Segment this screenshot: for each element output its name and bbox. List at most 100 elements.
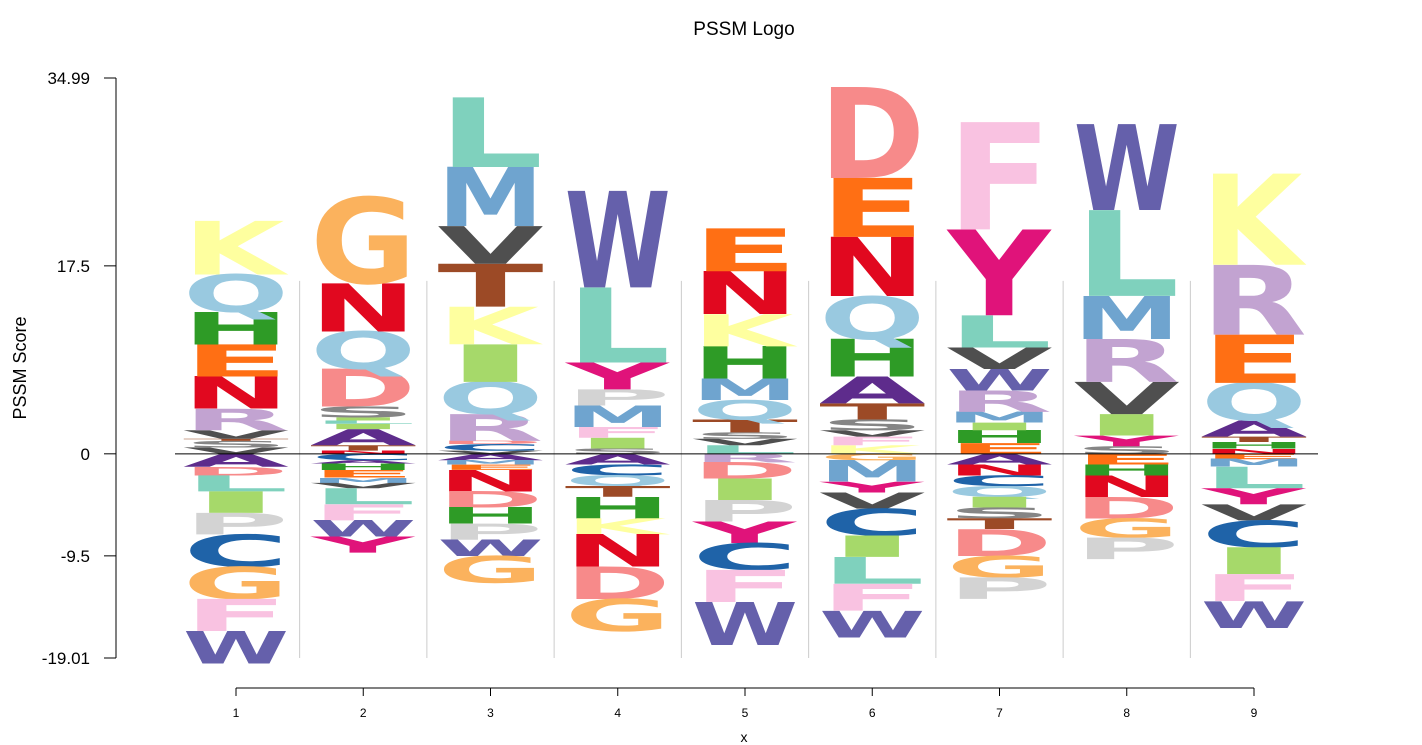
residue-m-mark: M bbox=[565, 400, 671, 434]
residue-h-mark: H bbox=[438, 503, 544, 528]
residue-e-mark: E bbox=[310, 468, 416, 480]
residue-f-mark: F bbox=[565, 424, 671, 441]
residue-y-mark: Y bbox=[692, 516, 797, 550]
residue-g-mark: G bbox=[819, 452, 925, 462]
residue-a-mark: A bbox=[183, 450, 290, 471]
residue-p-mark: P bbox=[565, 385, 671, 411]
residue-w-mark: W bbox=[1201, 594, 1307, 637]
residue-i-mark: I bbox=[947, 421, 1053, 433]
residue-t-mark: T bbox=[438, 252, 544, 321]
residue-q-mark: Q bbox=[1201, 373, 1307, 433]
residue-v-mark: V bbox=[438, 216, 544, 276]
x-tick-label: 6 bbox=[869, 706, 876, 720]
residue-t-mark: T bbox=[565, 483, 671, 500]
residue-h-mark: H bbox=[310, 462, 416, 472]
residue-e-mark: E bbox=[692, 217, 798, 286]
residue-l-mark: L bbox=[1201, 461, 1307, 495]
residue-r-mark: R bbox=[438, 407, 544, 450]
residue-q-mark: Q bbox=[565, 472, 671, 489]
residue-l-mark: L bbox=[565, 267, 671, 387]
residue-k-mark: K bbox=[819, 443, 925, 457]
residue-y-mark: Y bbox=[1074, 433, 1179, 450]
residue-t-mark: T bbox=[947, 516, 1053, 533]
residue-s-mark: S bbox=[1074, 444, 1180, 456]
residue-n-mark: N bbox=[310, 450, 416, 455]
residue-s-mark: S bbox=[565, 447, 671, 456]
residue-g-mark: G bbox=[565, 590, 671, 642]
residue-l-mark: L bbox=[310, 484, 416, 510]
residue-c-mark: C bbox=[565, 462, 671, 479]
residue-f-mark: F bbox=[1201, 567, 1307, 610]
residue-w-mark: W bbox=[692, 590, 798, 659]
residue-p-mark: P bbox=[183, 507, 289, 541]
residue-h-mark: H bbox=[1074, 462, 1180, 479]
residue-s-mark: S bbox=[819, 417, 925, 434]
x-axis-label: x bbox=[741, 729, 748, 745]
residue-i-mark: I bbox=[692, 473, 798, 507]
residue-n-mark: N bbox=[1074, 470, 1180, 504]
y-tick-label: -19.01 bbox=[42, 649, 90, 668]
residue-h-mark: H bbox=[947, 427, 1053, 448]
residue-r-mark: R bbox=[1201, 246, 1307, 357]
residue-c-mark: C bbox=[310, 452, 416, 462]
residue-l-mark: L bbox=[310, 420, 416, 425]
residue-q-mark: Q bbox=[947, 483, 1053, 500]
residue-g-mark: G bbox=[438, 549, 544, 592]
residue-h-mark: H bbox=[565, 491, 671, 525]
residue-e-mark: E bbox=[438, 463, 544, 472]
residue-t-mark: T bbox=[1201, 435, 1307, 444]
residue-n-mark: N bbox=[183, 368, 289, 419]
residue-v-mark: V bbox=[692, 437, 798, 447]
residue-l-mark: L bbox=[947, 306, 1053, 358]
residue-d-mark: D bbox=[183, 465, 289, 479]
residue-k-mark: K bbox=[565, 514, 671, 540]
residue-i-mark: I bbox=[183, 486, 289, 520]
residue-e-mark: E bbox=[947, 440, 1053, 457]
residue-e-mark: E bbox=[1201, 322, 1307, 399]
x-tick-label: 2 bbox=[360, 706, 367, 720]
residue-m-mark: M bbox=[692, 373, 798, 407]
residue-l-mark: L bbox=[1074, 186, 1180, 323]
residue-a-mark: A bbox=[310, 459, 416, 464]
residue-f-mark: F bbox=[947, 93, 1053, 264]
residue-w-mark: W bbox=[947, 363, 1053, 397]
residue-p-mark: P bbox=[692, 494, 798, 528]
y-tick-label: 34.99 bbox=[47, 69, 90, 88]
residue-a-mark: A bbox=[438, 452, 544, 462]
residue-v-mark: V bbox=[183, 446, 289, 456]
residue-q-mark: Q bbox=[438, 373, 544, 424]
residue-i-mark: I bbox=[1074, 408, 1180, 442]
residue-y-mark: Y bbox=[819, 479, 924, 496]
residue-g-mark: G bbox=[947, 550, 1053, 584]
residue-i-mark: I bbox=[310, 422, 416, 431]
residue-f-mark: F bbox=[310, 500, 416, 526]
residue-i-mark: I bbox=[947, 494, 1053, 511]
residue-f-mark: F bbox=[183, 590, 289, 641]
chart-title: PSSM Logo bbox=[693, 19, 794, 40]
residue-d-mark: D bbox=[310, 359, 416, 419]
residue-f-mark: F bbox=[819, 434, 925, 448]
residue-c-mark: C bbox=[692, 536, 798, 579]
residue-y-mark: Y bbox=[1201, 484, 1307, 510]
residue-r-mark: R bbox=[183, 403, 289, 437]
residue-k-mark: K bbox=[183, 207, 289, 293]
x-tick-label: 1 bbox=[233, 706, 240, 720]
residue-t-mark: T bbox=[819, 399, 925, 425]
x-axis: 1 2 3 4 5 6 7 8 9 bbox=[233, 687, 1258, 720]
residue-n-mark: N bbox=[819, 221, 925, 315]
residue-v-mark: V bbox=[1201, 500, 1307, 526]
residue-m-mark: M bbox=[1074, 285, 1180, 353]
residue-y-mark: Y bbox=[310, 532, 416, 558]
residue-v-mark: V bbox=[819, 428, 925, 438]
y-axis-label: PSSM Score bbox=[10, 316, 30, 419]
residue-s-mark: S bbox=[183, 439, 289, 449]
residue-h-mark: H bbox=[183, 304, 289, 355]
residue-d-mark: D bbox=[947, 522, 1053, 565]
residue-w-mark: W bbox=[565, 166, 671, 319]
residue-w-mark: W bbox=[438, 536, 544, 562]
residue-d-mark: D bbox=[438, 440, 544, 445]
residue-w-mark: W bbox=[819, 604, 925, 647]
residue-c-mark: C bbox=[819, 501, 925, 544]
x-tick-label: 4 bbox=[614, 706, 621, 720]
